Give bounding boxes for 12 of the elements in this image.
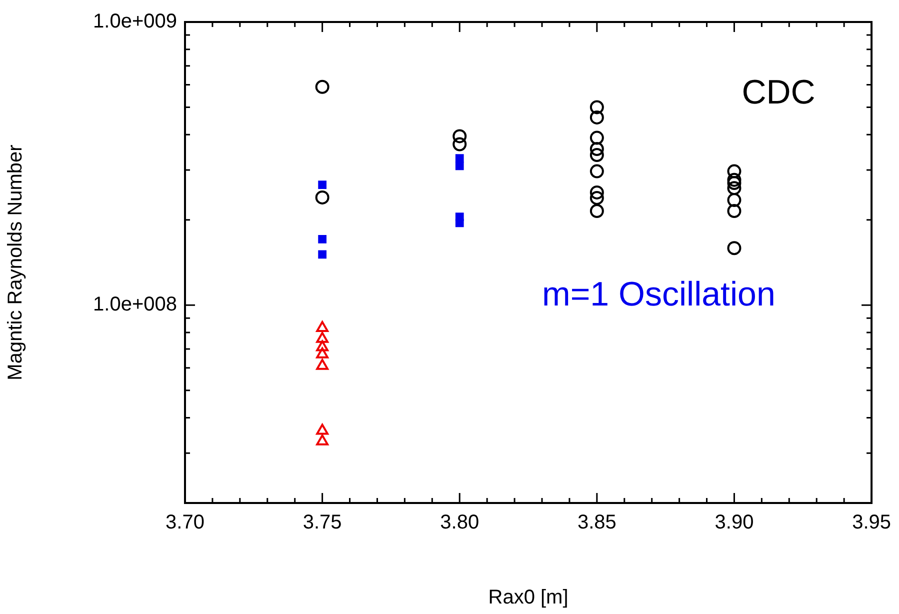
y-tick-label: 1.0e+009 bbox=[93, 10, 177, 33]
x-axis-title: Rax0 [m] bbox=[488, 586, 568, 609]
x-tick-label: 3.70 bbox=[166, 512, 204, 534]
x-tick-label: 3.75 bbox=[302, 512, 342, 534]
y-axis-title: Magntic Raynolds Number bbox=[4, 144, 27, 380]
x-tick-label: 3.85 bbox=[577, 512, 616, 534]
x-tick-label: 3.80 bbox=[440, 512, 480, 534]
text: m=1 Oscillation bbox=[542, 276, 776, 314]
annotation: CDC bbox=[742, 74, 816, 112]
x-tick-label: 3.95 bbox=[852, 512, 892, 534]
x-tick-label: 3.90 bbox=[714, 512, 754, 534]
y-tick-label: 1.0e+008 bbox=[93, 294, 177, 316]
